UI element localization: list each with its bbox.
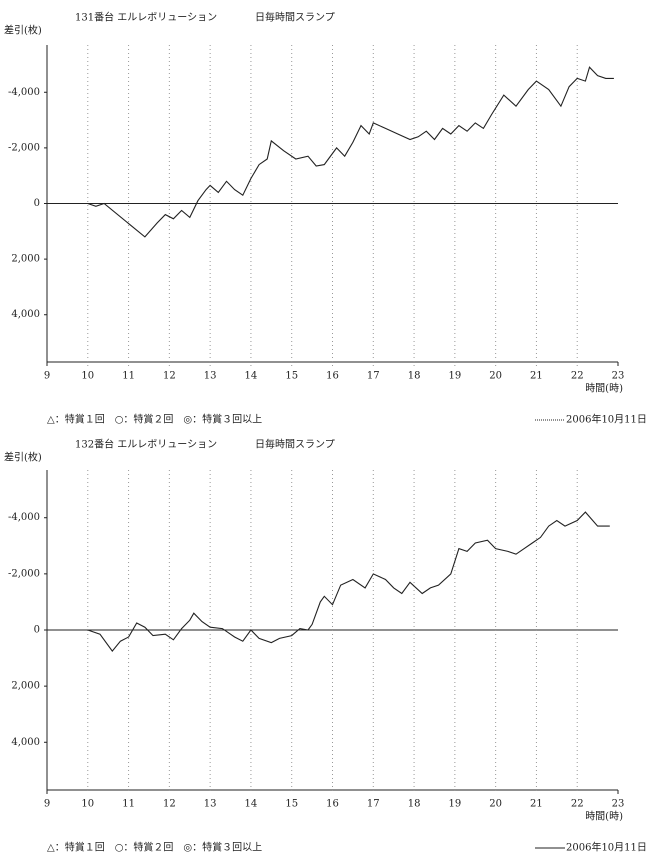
slump-line — [47, 511, 610, 652]
x-tick-label: 19 — [448, 799, 461, 810]
x-tick-label: 16 — [326, 799, 339, 810]
x-tick-label: 16 — [326, 371, 339, 382]
y-axis-label: 差引(枚) — [4, 451, 42, 464]
x-tick-label: 17 — [367, 371, 380, 382]
x-tick-label: 13 — [204, 371, 217, 382]
chart-title: 131番台 エルレボリューション — [75, 11, 217, 24]
y-tick-label: -2,000 — [8, 142, 40, 153]
date-label: 2006年10月11日 — [566, 413, 647, 426]
x-tick-label: 14 — [245, 799, 258, 810]
legend-note: △：特賞１回 ○：特賞２回 ◎：特賞３回以上 — [47, 841, 262, 854]
y-tick-label: 2,000 — [11, 681, 40, 692]
x-tick-label: 15 — [285, 371, 298, 382]
x-tick-label: 21 — [530, 371, 543, 382]
x-tick-label: 17 — [367, 799, 380, 810]
x-tick-label: 10 — [81, 371, 94, 382]
y-tick-label: 0 — [34, 198, 40, 209]
x-tick-label: 9 — [44, 799, 50, 810]
y-tick-label: 4,000 — [11, 737, 40, 748]
chart-subtitle: 日毎時間スランプ — [255, 11, 335, 24]
y-tick-label: -4,000 — [8, 87, 40, 98]
x-tick-label: 9 — [44, 371, 50, 382]
chart-title: 132番台 エルレボリューション — [75, 438, 217, 451]
y-tick-label: 0 — [34, 625, 40, 636]
x-tick-label: 15 — [285, 799, 298, 810]
x-tick-label: 13 — [204, 799, 217, 810]
x-tick-label: 20 — [489, 799, 502, 810]
legend-note: △：特賞１回 ○：特賞２回 ◎：特賞３回以上 — [47, 413, 262, 426]
y-axis-label: 差引(枚) — [4, 24, 42, 37]
y-tick-label: 4,000 — [11, 309, 40, 320]
x-tick-label: 12 — [163, 371, 176, 382]
y-tick-label: -2,000 — [8, 568, 40, 579]
date-label: 2006年10月11日 — [566, 841, 647, 854]
x-tick-label: 23 — [612, 799, 625, 810]
x-tick-label: 23 — [612, 371, 625, 382]
x-tick-label: 11 — [122, 799, 135, 810]
x-tick-label: 14 — [245, 371, 258, 382]
x-tick-label: 21 — [530, 799, 543, 810]
x-tick-label: 18 — [408, 371, 421, 382]
x-tick-label: 18 — [408, 799, 421, 810]
chart-subtitle: 日毎時間スランプ — [255, 438, 335, 451]
x-tick-label: 11 — [122, 371, 135, 382]
x-tick-label: 19 — [448, 371, 461, 382]
x-tick-label: 10 — [81, 799, 94, 810]
x-tick-label: 12 — [163, 799, 176, 810]
x-tick-label: 22 — [571, 371, 584, 382]
x-axis-label: 時間(時) — [585, 811, 623, 823]
slump-line — [47, 66, 614, 238]
y-tick-label: 2,000 — [11, 254, 40, 265]
x-tick-label: 22 — [571, 799, 584, 810]
x-axis-label: 時間(時) — [585, 383, 623, 395]
y-tick-label: -4,000 — [8, 512, 40, 523]
x-tick-label: 20 — [489, 371, 502, 382]
